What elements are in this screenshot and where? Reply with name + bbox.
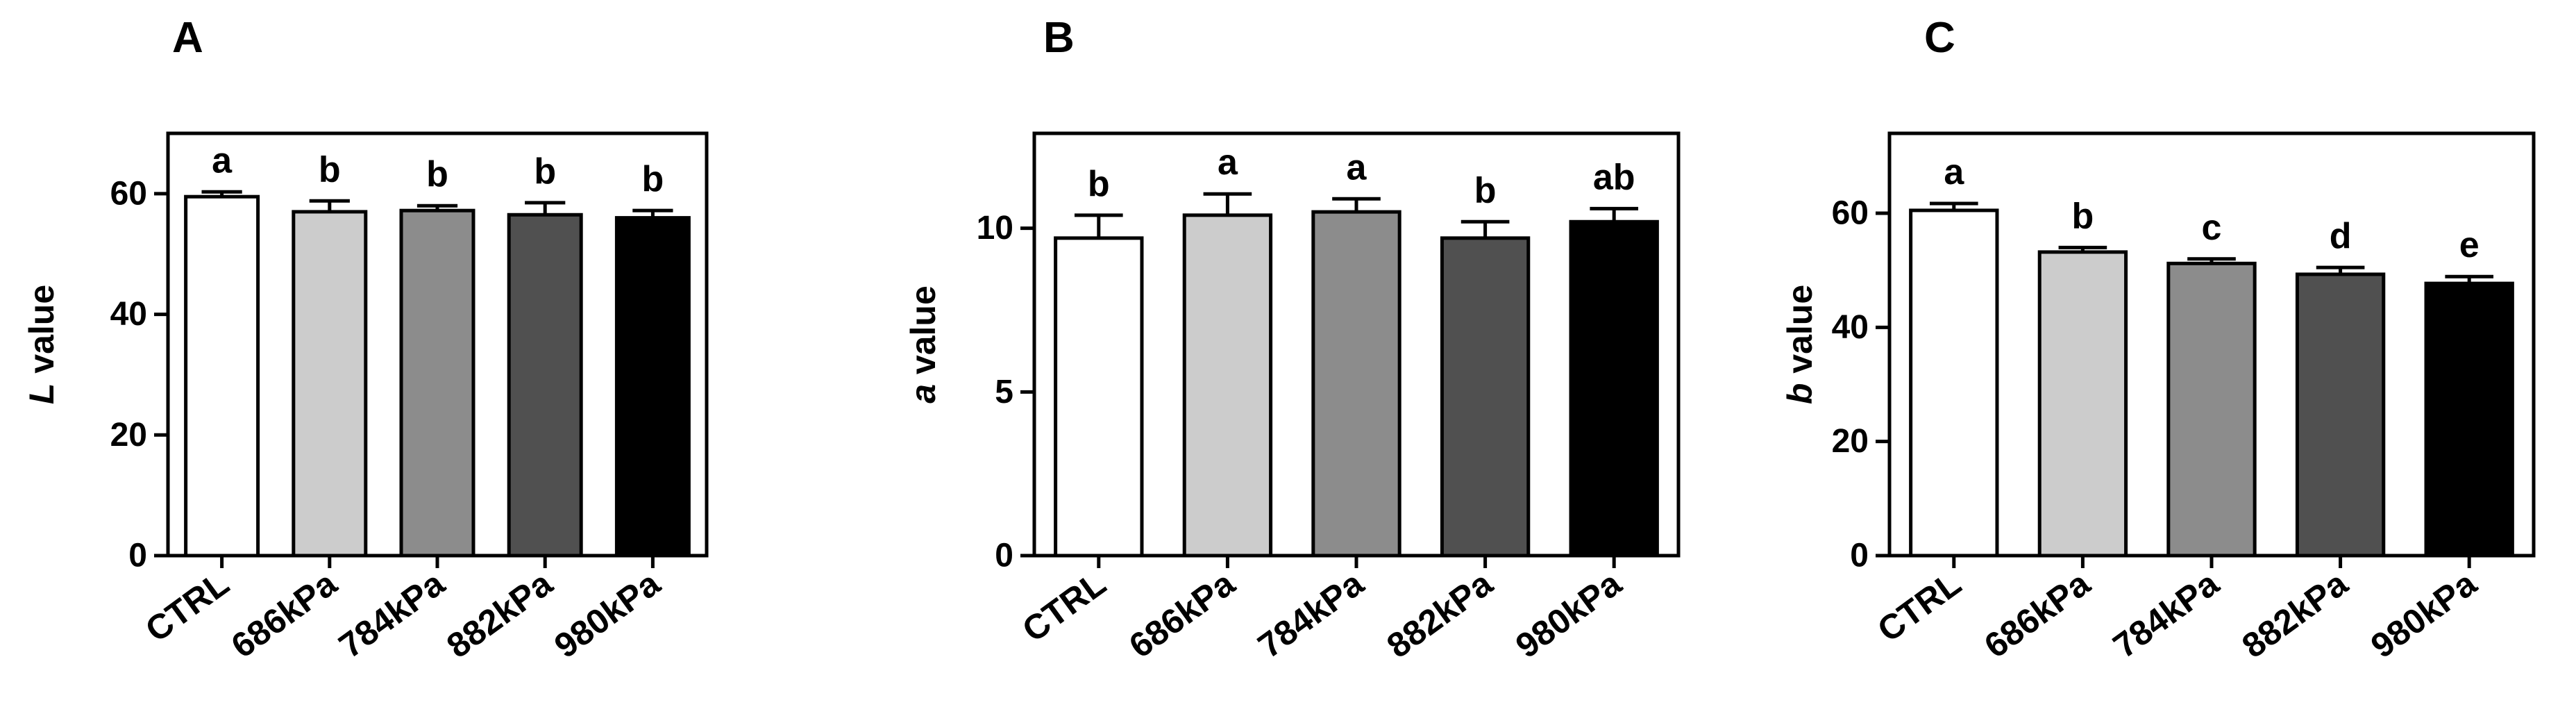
category-label: 882kPa bbox=[439, 563, 559, 665]
y-tick-label: 20 bbox=[110, 417, 147, 454]
chart-panel-a: A L value 0 20 40 60 a CTRL b 686kPa b 784kPa b 882kP… bbox=[22, 14, 709, 665]
bar-882kpa bbox=[507, 213, 583, 558]
y-tick-label: 5 bbox=[995, 374, 1013, 410]
category-label: 784kPa bbox=[332, 563, 452, 665]
category-label: 686kPa bbox=[1122, 563, 1242, 665]
category-label: 980kPa bbox=[2364, 563, 2484, 665]
category-label: 980kPa bbox=[547, 563, 667, 665]
y-axis-label: L value bbox=[22, 285, 61, 404]
significance-letter: a bbox=[1944, 152, 1964, 192]
bar-980kpa bbox=[1569, 219, 1659, 558]
category-label: CTRL bbox=[1015, 564, 1113, 650]
y-axis-label-variable: b bbox=[1781, 383, 1819, 405]
y-tick-label: 60 bbox=[110, 175, 147, 212]
category-label: CTRL bbox=[1870, 564, 1968, 650]
significance-letter: b bbox=[2072, 196, 2094, 236]
y-axis-label: b value bbox=[1781, 285, 1819, 404]
bar-686kpa bbox=[1182, 213, 1273, 558]
y-axis-label-unit: value bbox=[1781, 285, 1819, 383]
significance-letter: e bbox=[2459, 225, 2480, 265]
category-label: 686kPa bbox=[1977, 563, 2097, 665]
bar-ctrl bbox=[1054, 236, 1144, 558]
significance-letter: a bbox=[1218, 142, 1238, 183]
y-axis-label: a value bbox=[904, 285, 943, 404]
significance-letter: a bbox=[1347, 147, 1367, 188]
significance-letter: ab bbox=[1593, 157, 1635, 197]
y-tick-label: 0 bbox=[1850, 538, 1869, 574]
bar-784kpa bbox=[1311, 210, 1401, 558]
y-axis-label-unit: value bbox=[904, 285, 943, 384]
category-label: 784kPa bbox=[2106, 563, 2226, 665]
y-axis-label-variable: L bbox=[22, 383, 61, 405]
bar-882kpa bbox=[1440, 236, 1531, 558]
panel-letter: C bbox=[1924, 14, 1955, 62]
y-tick-label: 20 bbox=[1832, 423, 1869, 460]
bar-ctrl bbox=[184, 194, 260, 558]
bar-784kpa bbox=[2166, 261, 2257, 558]
category-label: 980kPa bbox=[1508, 563, 1628, 665]
y-tick-label: 40 bbox=[110, 296, 147, 333]
panel-letter: A bbox=[172, 14, 203, 62]
bar-784kpa bbox=[399, 208, 475, 558]
category-label: 686kPa bbox=[224, 563, 344, 665]
bar-980kpa bbox=[614, 216, 691, 558]
significance-letter: b bbox=[426, 154, 448, 194]
y-axis-label-unit: value bbox=[22, 285, 61, 383]
significance-letter: c bbox=[2202, 208, 2222, 248]
y-tick-label: 0 bbox=[128, 538, 147, 574]
y-tick-label: 0 bbox=[995, 538, 1013, 574]
category-label: CTRL bbox=[138, 564, 236, 650]
chart-panel-c: Cb value 0 20 40 60 a CTRL b 686kPa c 784kPa d 882kP… bbox=[1781, 14, 2536, 665]
significance-letter: b bbox=[319, 149, 341, 190]
category-label: 882kPa bbox=[1380, 563, 1500, 665]
bar-882kpa bbox=[2295, 272, 2386, 558]
y-tick-label: 10 bbox=[977, 210, 1013, 247]
significance-letter: b bbox=[1088, 164, 1110, 204]
significance-letter: a bbox=[212, 140, 233, 181]
significance-letter: b bbox=[642, 159, 664, 199]
significance-letter: d bbox=[2330, 216, 2352, 256]
significance-letter: b bbox=[534, 151, 556, 192]
y-tick-label: 40 bbox=[1832, 309, 1869, 346]
significance-letter: b bbox=[1474, 170, 1497, 210]
panel-letter: B bbox=[1043, 14, 1075, 62]
y-axis-label-variable: a bbox=[904, 384, 943, 404]
y-tick-label: 60 bbox=[1832, 195, 1869, 232]
bar-980kpa bbox=[2424, 281, 2514, 558]
category-label: 784kPa bbox=[1251, 563, 1371, 665]
chart-panel-b: Ba value 0 5 10 b CTRL a 686kPa a 784kPa b 882kPa ab… bbox=[904, 14, 1681, 665]
bar-ctrl bbox=[1909, 208, 1999, 558]
bar-686kpa bbox=[292, 210, 368, 558]
bar-686kpa bbox=[2037, 250, 2128, 558]
category-label: 882kPa bbox=[2235, 563, 2355, 665]
